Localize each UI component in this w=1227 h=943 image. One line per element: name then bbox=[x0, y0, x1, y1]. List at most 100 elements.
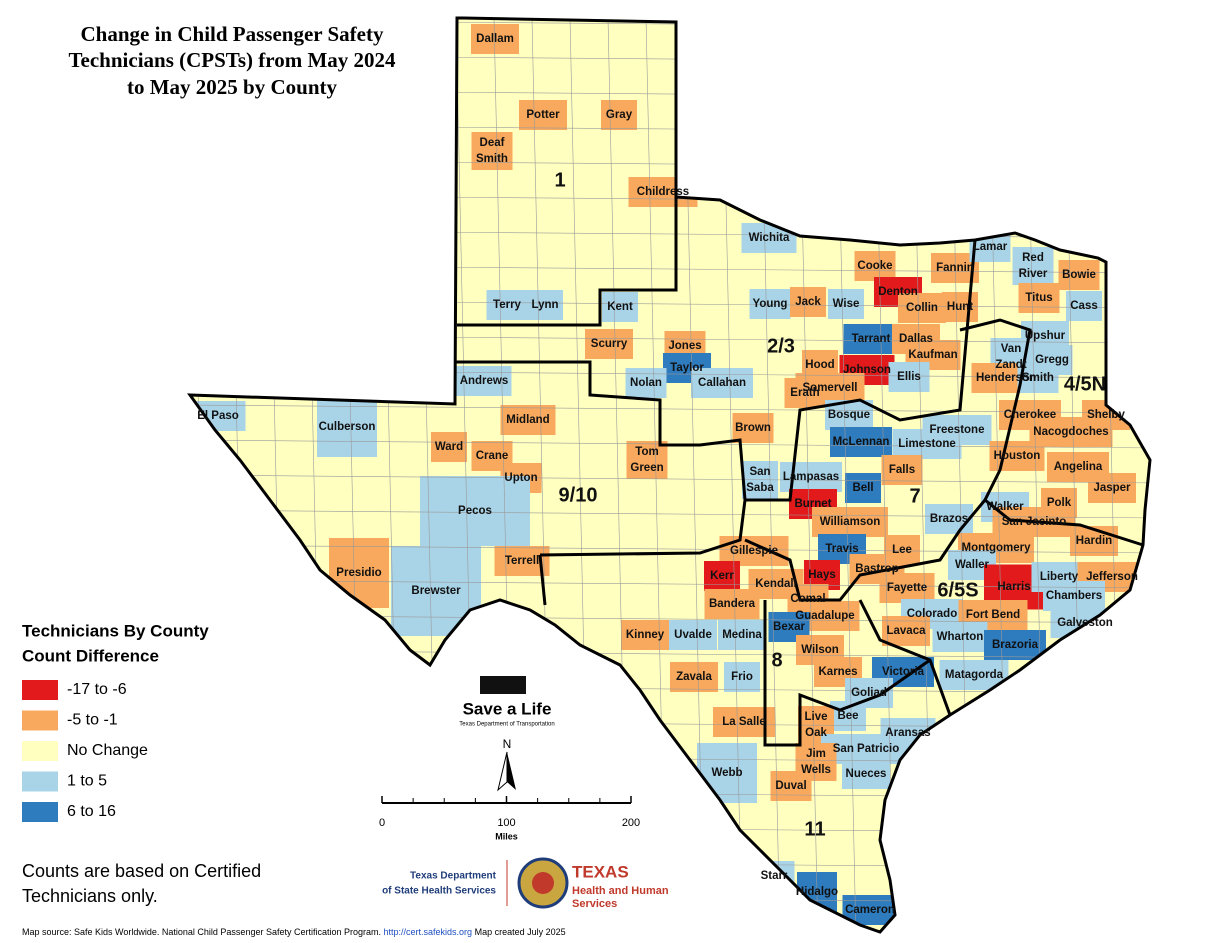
county-border bbox=[190, 824, 1150, 834]
county-fill bbox=[500, 405, 556, 435]
county-label: Bell bbox=[852, 482, 873, 494]
county-fill bbox=[420, 476, 530, 546]
county-label: Lavaca bbox=[886, 625, 926, 637]
title-line: Change in Child Passenger Safety bbox=[81, 22, 384, 46]
county-label: Dallas bbox=[899, 333, 933, 345]
county-label: Lamar bbox=[973, 241, 1008, 253]
region-label: 9/10 bbox=[559, 484, 598, 506]
county-label: Burnet bbox=[794, 498, 831, 510]
county-label: Nolan bbox=[630, 377, 662, 389]
county-label: Johnson bbox=[843, 364, 891, 376]
county-label: Cameron bbox=[845, 904, 895, 916]
county-fill bbox=[842, 759, 890, 789]
county-label: Limestone bbox=[898, 438, 956, 450]
county-label: Jim bbox=[806, 748, 826, 760]
source-url[interactable]: http://cert.safekids.org bbox=[384, 927, 473, 937]
county-label: Kinney bbox=[626, 629, 665, 641]
county-label: Brazos bbox=[930, 513, 968, 525]
source-text: Map source: Safe Kids Worldwide. Nationa… bbox=[22, 927, 381, 937]
legend-swatch bbox=[22, 802, 58, 822]
region-label: 1 bbox=[554, 169, 565, 191]
county-fill bbox=[724, 662, 760, 692]
county-fill bbox=[732, 413, 774, 443]
county-label: Guadalupe bbox=[795, 610, 854, 622]
county-label: Somervell bbox=[803, 382, 858, 394]
county-label: Liberty bbox=[1040, 571, 1079, 583]
legend-swatch bbox=[22, 771, 58, 792]
county-label: Walker bbox=[986, 501, 1024, 513]
legend-title: Technicians By County bbox=[22, 621, 209, 640]
county-label: Gray bbox=[606, 109, 633, 121]
county-label: Zandt bbox=[995, 359, 1026, 371]
county-fill bbox=[845, 473, 881, 503]
north-arrow: N bbox=[497, 737, 516, 792]
legend-label: No Change bbox=[67, 742, 148, 759]
county-label: Starr bbox=[761, 870, 788, 882]
county-fill bbox=[670, 662, 718, 692]
region-label: 8 bbox=[771, 649, 782, 671]
county-label: Erath bbox=[790, 387, 819, 399]
county-fill bbox=[626, 441, 668, 479]
county-fill bbox=[843, 324, 899, 354]
logo-seal bbox=[532, 872, 554, 894]
county-label: Brown bbox=[735, 422, 771, 434]
county-label: Chambers bbox=[1046, 590, 1102, 602]
county-fill bbox=[486, 290, 528, 320]
region-label: 4/5N bbox=[1064, 373, 1106, 395]
county-fill bbox=[828, 289, 864, 319]
county-label: Shelby bbox=[1087, 409, 1125, 421]
county-fill bbox=[527, 290, 563, 320]
county-label: Nueces bbox=[846, 768, 887, 780]
county-fill bbox=[790, 287, 826, 317]
arrow-left bbox=[497, 751, 508, 792]
county-fill bbox=[881, 455, 923, 485]
county-label: Denton bbox=[878, 286, 918, 298]
county-fill bbox=[625, 368, 667, 398]
county-label: Scurry bbox=[591, 338, 628, 350]
logo-text: TEXAS bbox=[572, 862, 629, 881]
logo-text: of State Health Services bbox=[382, 886, 496, 897]
source: Map source: Safe Kids Worldwide. Nationa… bbox=[22, 927, 566, 937]
county-label: Young bbox=[753, 298, 788, 310]
county-label: Zavala bbox=[676, 671, 712, 683]
county-label: Wharton bbox=[937, 631, 984, 643]
county-fill bbox=[830, 427, 892, 457]
county-fill bbox=[317, 397, 377, 457]
county-fill bbox=[854, 251, 896, 281]
county-border bbox=[190, 859, 1150, 869]
county-label: Brazoria bbox=[992, 639, 1039, 651]
county-label: Midland bbox=[506, 414, 549, 426]
county-label: Presidio bbox=[336, 567, 381, 579]
county-label: Uvalde bbox=[674, 629, 712, 641]
county-label: Wichita bbox=[749, 232, 790, 244]
scale-label: 100 bbox=[497, 817, 515, 829]
county-label: Montgomery bbox=[962, 542, 1032, 554]
county-fill bbox=[669, 620, 717, 650]
county-label: Duval bbox=[775, 780, 806, 792]
county-label: Hays bbox=[808, 569, 836, 581]
logo-text: Save a Life bbox=[463, 699, 552, 718]
county-label: Kerr bbox=[710, 570, 734, 582]
county-label: Harris bbox=[997, 581, 1030, 593]
region-labels: 1 2/3 4/5N 9/10 7 6/5S 8 11 bbox=[554, 169, 1106, 840]
legend-swatch bbox=[22, 710, 58, 731]
county-label: Wise bbox=[833, 298, 860, 310]
title-line: to May 2025 by County bbox=[127, 75, 338, 99]
county-label: Taylor bbox=[670, 362, 704, 374]
legend-label: -17 to -6 bbox=[67, 681, 127, 698]
logo-text: Texas Department bbox=[410, 871, 497, 882]
county-label: Tarrant bbox=[852, 333, 891, 345]
county-label: Green bbox=[630, 462, 663, 474]
county-label: Bee bbox=[837, 710, 858, 722]
county-label: Cherokee bbox=[1004, 409, 1056, 421]
county-fill bbox=[471, 132, 513, 170]
legend-swatch bbox=[22, 680, 58, 700]
county-label: Houston bbox=[994, 450, 1041, 462]
legend-swatch bbox=[22, 741, 58, 761]
county-border bbox=[190, 404, 1150, 414]
county-label: Bandera bbox=[709, 598, 756, 610]
county-label: Kent bbox=[607, 301, 633, 313]
county-label: San Jacinto bbox=[1002, 516, 1067, 528]
county-label: Bexar bbox=[773, 621, 805, 633]
